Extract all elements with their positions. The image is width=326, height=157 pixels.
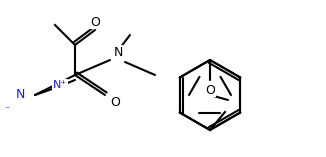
Text: N: N [15,89,25,101]
Text: O: O [110,97,120,109]
Text: ⁻: ⁻ [5,105,9,115]
Text: O: O [90,16,100,29]
Text: N: N [113,46,123,59]
Text: N⁺: N⁺ [53,80,67,90]
Text: O: O [205,84,215,97]
